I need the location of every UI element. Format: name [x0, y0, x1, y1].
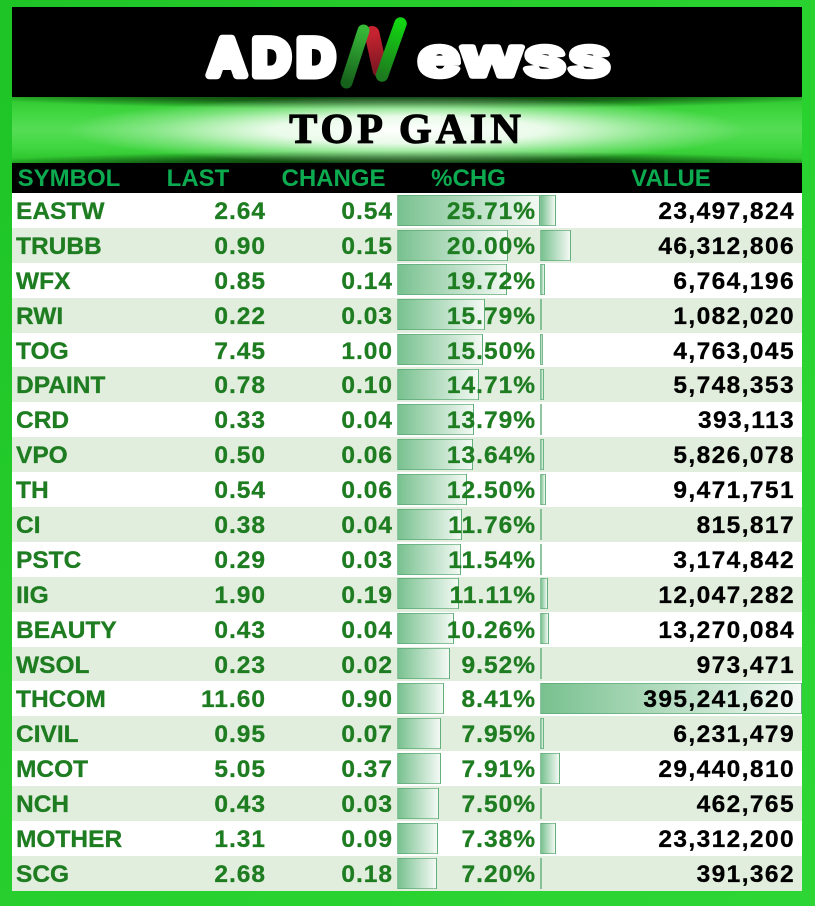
svg-text:ewss: ewss: [418, 26, 613, 88]
svg-text:ADD: ADD: [208, 29, 341, 88]
